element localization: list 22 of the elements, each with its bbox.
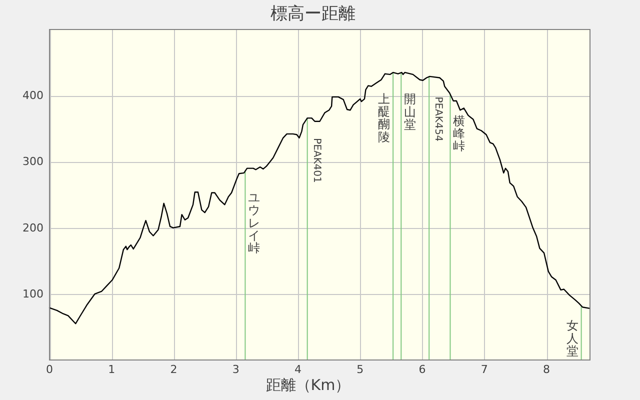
x-tick-label: 8 bbox=[543, 362, 550, 376]
y-tick-label: 400 bbox=[22, 89, 44, 102]
ref-line-label: 開山堂 bbox=[404, 92, 416, 132]
x-tick-label: 4 bbox=[294, 362, 302, 376]
x-tick-label: 1 bbox=[108, 362, 116, 376]
ref-line-label: PEAK401 bbox=[310, 138, 322, 183]
chart-title: 標高ー距離 bbox=[270, 4, 356, 24]
y-tick-label: 200 bbox=[22, 221, 44, 234]
ref-line-label: 女人堂 bbox=[566, 318, 578, 358]
x-axis-title: 距離（Km） bbox=[266, 376, 350, 394]
x-tick-label: 0 bbox=[46, 362, 53, 376]
ref-line-label: PEAK454 bbox=[432, 96, 444, 142]
x-tick-label: 3 bbox=[232, 362, 240, 376]
y-tick-label: 100 bbox=[22, 287, 44, 300]
y-tick-label: 300 bbox=[22, 155, 44, 168]
ref-line-label: ユウレイ峠 bbox=[248, 190, 260, 255]
x-tick-label: 2 bbox=[170, 362, 178, 376]
ref-line-label: 上醍醐陵 bbox=[378, 92, 390, 144]
x-tick-label: 6 bbox=[418, 362, 426, 376]
x-tick-label: 7 bbox=[480, 362, 488, 376]
x-tick-label: 5 bbox=[356, 362, 364, 376]
ref-line-label: 横峰峠 bbox=[453, 114, 466, 153]
